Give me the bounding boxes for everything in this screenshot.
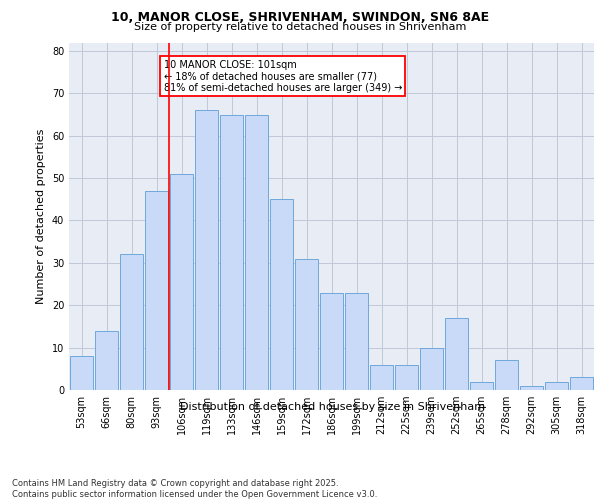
Bar	[370, 364, 393, 390]
Bar	[420, 348, 443, 390]
Bar	[70, 356, 93, 390]
Bar	[195, 110, 218, 390]
Text: Contains HM Land Registry data © Crown copyright and database right 2025.: Contains HM Land Registry data © Crown c…	[12, 479, 338, 488]
Bar	[295, 258, 318, 390]
Text: 10, MANOR CLOSE, SHRIVENHAM, SWINDON, SN6 8AE: 10, MANOR CLOSE, SHRIVENHAM, SWINDON, SN…	[111, 11, 489, 24]
Y-axis label: Number of detached properties: Number of detached properties	[36, 128, 46, 304]
Bar	[220, 114, 243, 390]
Text: Contains public sector information licensed under the Open Government Licence v3: Contains public sector information licen…	[12, 490, 377, 499]
Bar	[270, 200, 293, 390]
Bar	[170, 174, 193, 390]
Text: Size of property relative to detached houses in Shrivenham: Size of property relative to detached ho…	[134, 22, 466, 32]
Text: 10 MANOR CLOSE: 101sqm
← 18% of detached houses are smaller (77)
81% of semi-det: 10 MANOR CLOSE: 101sqm ← 18% of detached…	[163, 60, 402, 93]
Bar	[520, 386, 543, 390]
Bar	[395, 364, 418, 390]
Bar	[145, 191, 168, 390]
Bar	[545, 382, 568, 390]
Text: Distribution of detached houses by size in Shrivenham: Distribution of detached houses by size …	[181, 402, 485, 412]
Bar	[470, 382, 493, 390]
Bar	[320, 292, 343, 390]
Bar	[120, 254, 143, 390]
Bar	[95, 330, 118, 390]
Bar	[245, 114, 268, 390]
Bar	[345, 292, 368, 390]
Bar	[445, 318, 468, 390]
Bar	[570, 378, 593, 390]
Bar	[495, 360, 518, 390]
